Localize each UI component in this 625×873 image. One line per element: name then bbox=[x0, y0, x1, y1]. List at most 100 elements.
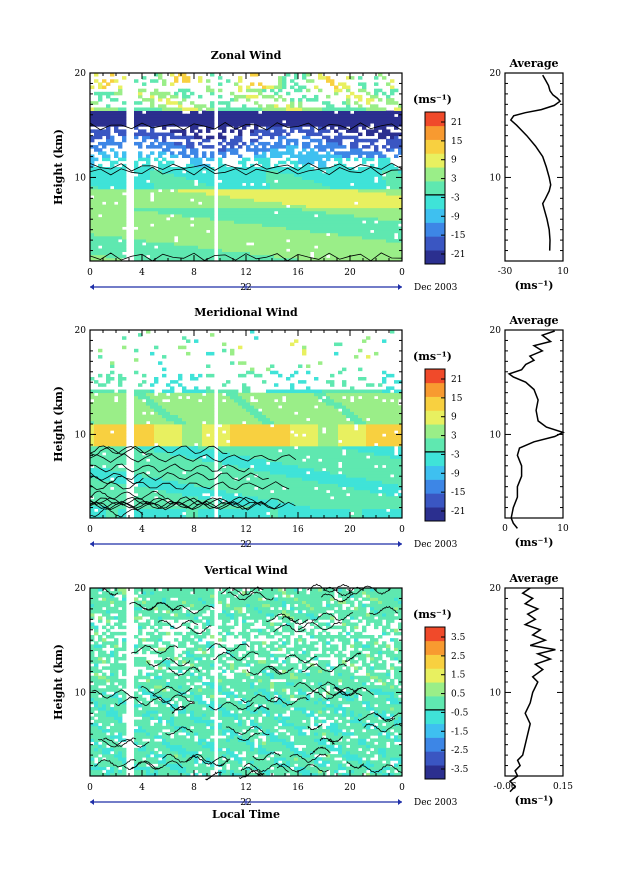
heatmap-cell bbox=[270, 94, 275, 99]
heatmap-cell bbox=[282, 229, 287, 234]
heatmap-cell bbox=[290, 85, 295, 90]
heatmap-cell bbox=[286, 104, 291, 108]
heatmap-cell bbox=[138, 427, 143, 431]
heatmap-cell bbox=[254, 167, 259, 171]
heatmap-cell bbox=[166, 214, 171, 218]
heatmap-cell bbox=[138, 239, 143, 243]
heatmap-cell bbox=[102, 204, 107, 209]
heatmap-cell bbox=[174, 188, 179, 193]
heatmap-cell bbox=[274, 176, 279, 180]
heatmap-cell bbox=[254, 217, 259, 221]
heatmap-cell bbox=[206, 242, 211, 246]
heatmap-cell bbox=[318, 141, 323, 146]
heatmap-cell bbox=[182, 217, 187, 221]
heatmap-cell bbox=[142, 427, 147, 431]
heatmap-cell bbox=[222, 436, 227, 441]
heatmap-cell bbox=[370, 254, 375, 259]
heatmap-cell bbox=[238, 160, 243, 165]
heatmap-cell bbox=[190, 398, 195, 403]
heatmap-cell bbox=[202, 433, 207, 437]
heatmap-cell bbox=[102, 79, 107, 83]
heatmap-cell bbox=[106, 414, 111, 419]
heatmap-cell bbox=[274, 223, 279, 227]
heatmap-cell bbox=[158, 145, 163, 149]
heatmap-cell bbox=[118, 182, 123, 187]
heatmap-cell bbox=[102, 192, 107, 196]
heatmap-cell bbox=[270, 204, 275, 209]
heatmap-cell bbox=[186, 135, 191, 140]
heatmap-cell bbox=[238, 229, 243, 234]
heatmap-cell bbox=[318, 242, 323, 246]
heatmap-cell bbox=[134, 135, 139, 140]
heatmap-cell bbox=[138, 489, 143, 494]
heatmap-cell bbox=[362, 151, 367, 155]
heatmap-cell bbox=[234, 471, 239, 475]
heatmap-cell bbox=[242, 232, 247, 237]
heatmap-cell bbox=[118, 192, 123, 196]
heatmap-cell bbox=[370, 129, 375, 133]
colorbar-segment bbox=[425, 112, 445, 127]
heatmap-cell bbox=[90, 486, 95, 491]
heatmap-cell bbox=[134, 348, 139, 353]
heatmap-cell bbox=[278, 138, 283, 143]
heatmap-cell bbox=[170, 170, 175, 174]
heatmap-cell bbox=[342, 145, 347, 149]
heatmap-cell bbox=[358, 154, 363, 158]
heatmap-cell bbox=[186, 458, 191, 462]
heatmap-cell bbox=[190, 192, 195, 196]
heatmap-cell bbox=[210, 217, 215, 221]
heatmap-cell bbox=[266, 251, 271, 256]
heatmap-cell bbox=[314, 120, 319, 124]
heatmap-cell bbox=[314, 217, 319, 221]
heatmap-cell bbox=[98, 408, 103, 412]
heatmap-cell bbox=[382, 195, 387, 199]
heatmap-cell bbox=[178, 214, 183, 218]
heatmap-cell bbox=[178, 496, 183, 500]
heatmap-cell bbox=[374, 214, 379, 218]
heatmap-cell bbox=[226, 223, 231, 227]
heatmap-cell bbox=[190, 207, 195, 212]
heatmap-cell bbox=[386, 245, 391, 249]
heatmap-cell bbox=[154, 433, 159, 437]
heatmap-cell bbox=[342, 210, 347, 215]
heatmap-cell bbox=[178, 427, 183, 431]
heatmap-cell bbox=[194, 505, 199, 509]
heatmap-cell bbox=[186, 433, 191, 437]
heatmap-cell bbox=[218, 170, 223, 174]
heatmap-cell bbox=[258, 123, 263, 127]
heatmap-cell bbox=[306, 79, 311, 83]
heatmap-cell bbox=[218, 217, 223, 221]
heatmap-cell bbox=[98, 477, 103, 481]
heatmap-cell bbox=[398, 226, 403, 231]
heatmap-cell bbox=[106, 254, 111, 259]
heatmap-cell bbox=[194, 420, 199, 425]
heatmap-cell bbox=[122, 151, 127, 155]
heatmap-cell bbox=[378, 173, 383, 177]
heatmap-cell bbox=[322, 110, 327, 115]
heatmap-cell bbox=[90, 499, 95, 503]
heatmap-cell bbox=[298, 257, 303, 262]
heatmap-cell bbox=[210, 229, 215, 234]
heatmap-cell bbox=[390, 101, 395, 105]
heatmap-cell bbox=[198, 474, 203, 478]
heatmap-cell bbox=[166, 467, 171, 472]
heatmap-cell bbox=[190, 214, 195, 218]
heatmap-cell bbox=[298, 239, 303, 243]
heatmap-cell bbox=[190, 411, 195, 415]
heatmap-cell bbox=[202, 179, 207, 184]
heatmap-cell bbox=[390, 210, 395, 215]
heatmap-cell bbox=[134, 163, 139, 168]
heatmap-cell bbox=[234, 496, 239, 500]
heatmap-cell bbox=[394, 217, 399, 221]
heatmap-cell bbox=[394, 110, 399, 115]
heatmap-cell bbox=[102, 486, 107, 491]
heatmap-cell bbox=[150, 424, 155, 428]
heatmap-cell bbox=[218, 392, 223, 397]
heatmap-cell bbox=[162, 176, 167, 180]
heatmap-cell bbox=[274, 173, 279, 177]
heatmap-cell bbox=[250, 220, 255, 224]
heatmap-cell bbox=[226, 107, 231, 111]
colorbar-segment bbox=[425, 153, 445, 168]
heatmap-cell bbox=[90, 138, 95, 143]
heatmap-cell bbox=[198, 167, 203, 171]
